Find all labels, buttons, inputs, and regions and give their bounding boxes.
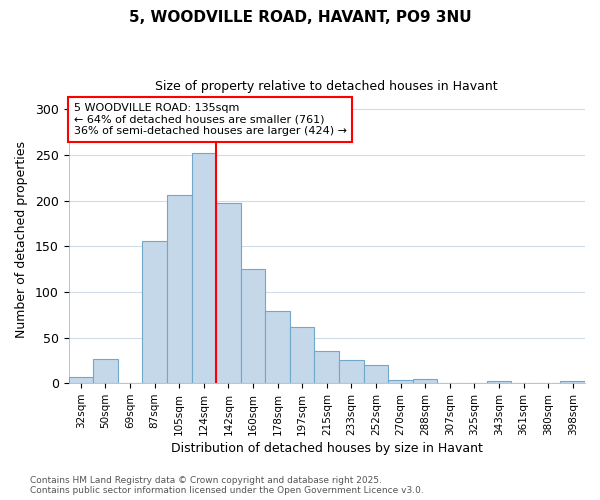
Bar: [364, 365, 388, 383]
Bar: [142, 241, 167, 383]
Bar: [167, 195, 191, 383]
Y-axis label: Number of detached properties: Number of detached properties: [15, 141, 28, 338]
Bar: [339, 360, 364, 383]
Bar: [265, 311, 290, 383]
Bar: [241, 269, 265, 383]
Bar: [388, 380, 413, 383]
Bar: [191, 153, 216, 383]
Text: Contains HM Land Registry data © Crown copyright and database right 2025.
Contai: Contains HM Land Registry data © Crown c…: [30, 476, 424, 495]
Text: 5, WOODVILLE ROAD, HAVANT, PO9 3NU: 5, WOODVILLE ROAD, HAVANT, PO9 3NU: [128, 10, 472, 25]
Bar: [290, 326, 314, 383]
Bar: [413, 378, 437, 383]
Text: 5 WOODVILLE ROAD: 135sqm
← 64% of detached houses are smaller (761)
36% of semi-: 5 WOODVILLE ROAD: 135sqm ← 64% of detach…: [74, 102, 347, 136]
Bar: [314, 351, 339, 383]
Bar: [487, 382, 511, 383]
Bar: [216, 204, 241, 383]
Bar: [68, 377, 93, 383]
Title: Size of property relative to detached houses in Havant: Size of property relative to detached ho…: [155, 80, 498, 93]
Bar: [560, 382, 585, 383]
Bar: [93, 360, 118, 383]
X-axis label: Distribution of detached houses by size in Havant: Distribution of detached houses by size …: [171, 442, 483, 455]
